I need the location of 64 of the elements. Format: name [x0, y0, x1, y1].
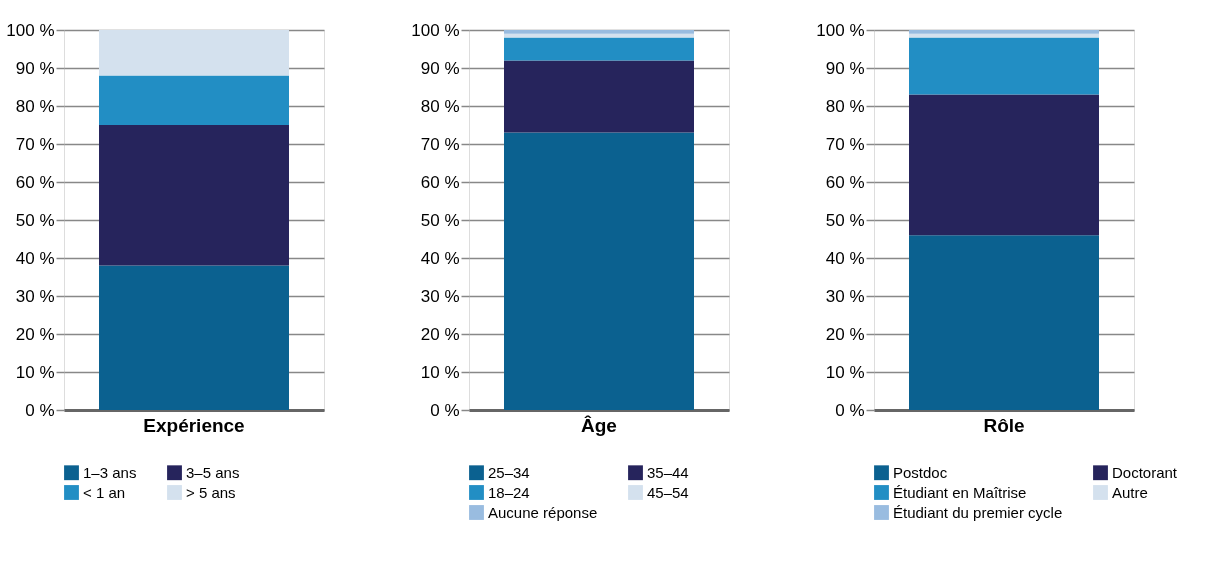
legend-label: Postdoc	[893, 463, 948, 481]
y-tick-label: 80 %	[420, 96, 460, 116]
bar	[504, 33, 694, 38]
y-tick-label: 60 %	[15, 172, 55, 192]
y-tick-label: 70 %	[15, 134, 55, 154]
bar	[99, 265, 289, 410]
bar	[504, 132, 694, 410]
bar	[909, 33, 1099, 38]
legend-label: 1–3 ans	[83, 463, 137, 481]
legend-label: 18–24	[488, 483, 530, 501]
y-tick-label: 0 %	[430, 400, 460, 420]
y-tick-label: 10 %	[420, 362, 460, 382]
bar	[99, 125, 289, 266]
x-tick-label: Expérience	[143, 414, 245, 436]
legend-label: Étudiant du premier cycle	[893, 503, 1063, 521]
y-tick-label: 60 %	[420, 172, 460, 192]
y-tick-label: 60 %	[825, 172, 865, 192]
legend-label: Autre	[1112, 483, 1148, 501]
y-tick-label: 10 %	[825, 362, 865, 382]
y-tick-label: 20 %	[825, 324, 865, 344]
y-tick-label: 30 %	[825, 286, 865, 306]
legend-label: Étudiant en Maîtrise	[893, 483, 1027, 501]
bar	[504, 37, 694, 61]
bar	[99, 75, 289, 125]
bar	[909, 94, 1099, 236]
bar	[504, 30, 694, 34]
x-tick-label: Rôle	[983, 414, 1025, 436]
y-tick-label: 40 %	[825, 248, 865, 268]
y-tick-label: 30 %	[420, 286, 460, 306]
y-tick-label: 100 %	[816, 20, 865, 40]
y-tick-label: 70 %	[825, 134, 865, 154]
y-tick-label: 40 %	[15, 248, 55, 268]
bar	[909, 30, 1099, 34]
legend-label: < 1 an	[83, 483, 126, 501]
bar	[99, 30, 289, 76]
legend-label: 25–34	[488, 463, 530, 481]
y-tick-label: 80 %	[15, 96, 55, 116]
y-tick-label: 100 %	[6, 20, 55, 40]
y-tick-label: 50 %	[825, 210, 865, 230]
legend-label: 3–5 ans	[186, 463, 240, 481]
y-tick-label: 30 %	[15, 286, 55, 306]
y-tick-label: 0 %	[25, 400, 55, 420]
y-tick-label: 90 %	[15, 58, 55, 78]
y-tick-label: 10 %	[15, 362, 55, 382]
bar	[909, 37, 1099, 95]
legend-label: 35–44	[647, 463, 689, 481]
bar	[909, 235, 1099, 410]
legend-label: Doctorant	[1112, 463, 1178, 481]
y-tick-label: 40 %	[420, 248, 460, 268]
y-tick-label: 90 %	[825, 58, 865, 78]
y-tick-label: 20 %	[15, 324, 55, 344]
y-tick-label: 50 %	[420, 210, 460, 230]
legend-label: > 5 ans	[186, 483, 236, 501]
legend-label: 45–54	[647, 483, 689, 501]
y-tick-label: 100 %	[411, 20, 460, 40]
y-tick-label: 80 %	[825, 96, 865, 116]
y-tick-label: 0 %	[835, 400, 865, 420]
y-tick-label: 50 %	[15, 210, 55, 230]
legend-label: Aucune réponse	[488, 503, 598, 521]
y-tick-label: 70 %	[420, 134, 460, 154]
y-tick-label: 20 %	[420, 324, 460, 344]
bar	[504, 60, 694, 133]
y-tick-label: 90 %	[420, 58, 460, 78]
x-tick-label: Âge	[581, 414, 617, 436]
